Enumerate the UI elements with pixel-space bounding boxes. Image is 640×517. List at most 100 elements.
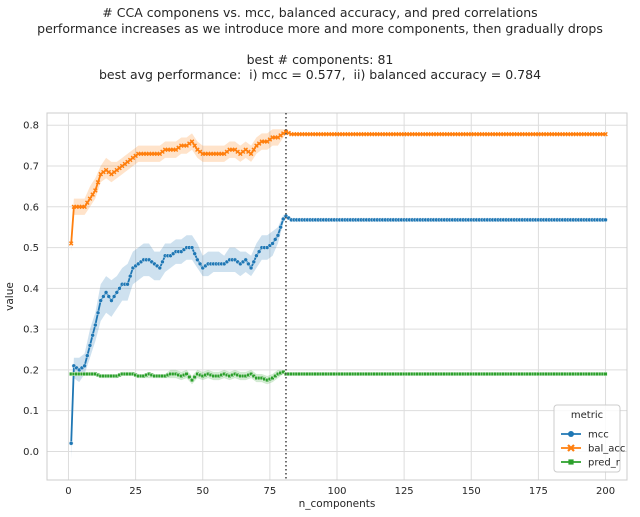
x-tick-label: 0 xyxy=(65,486,71,497)
pred_r-point xyxy=(249,371,254,376)
bal_acc-point xyxy=(93,188,98,193)
mcc-point xyxy=(114,290,120,295)
bal_acc-point xyxy=(87,196,93,201)
bal_acc-point xyxy=(82,204,87,210)
pred_r-point xyxy=(187,375,192,380)
mcc-point xyxy=(125,282,130,287)
mcc-point xyxy=(117,286,122,291)
title-line-2: performance increases as we introduce mo… xyxy=(37,20,603,36)
y-tick-label: 0.1 xyxy=(23,406,39,417)
pred_r-point xyxy=(270,376,275,381)
mcc-point xyxy=(111,294,117,299)
mcc-point xyxy=(603,217,608,223)
x-tick-label: 125 xyxy=(395,486,414,497)
chart-title: # CCA componens vs. mcc, balanced accura… xyxy=(0,5,640,83)
title-line-3: best # components: 81 xyxy=(246,51,394,67)
y-tick-label: 0.8 xyxy=(23,121,39,132)
mcc-point xyxy=(160,259,165,265)
y-tick-label: 0.4 xyxy=(23,284,39,295)
x-tick-label: 50 xyxy=(196,486,209,497)
pred_r-legend-label: pred_r xyxy=(588,458,621,469)
mcc-point xyxy=(106,294,111,299)
title-line-4: best avg performance: i) mcc = 0.577, ii… xyxy=(98,67,542,82)
mcc-point xyxy=(189,245,195,250)
bal_acc-legend-marker xyxy=(567,444,575,452)
mcc-point xyxy=(103,290,109,295)
series-markers xyxy=(68,129,608,446)
mcc-legend-label: mcc xyxy=(588,430,609,441)
pred_r-point xyxy=(281,369,286,374)
bal_acc-point xyxy=(68,241,74,246)
bal_acc-band xyxy=(71,129,606,252)
mcc-point xyxy=(192,251,197,256)
pred_r-point xyxy=(189,378,194,383)
bal_acc-point xyxy=(189,139,195,144)
mcc-point xyxy=(246,261,251,267)
y-tick-label: 0.3 xyxy=(23,325,39,336)
pred_r-point xyxy=(273,374,278,379)
mcc-point xyxy=(256,249,262,254)
pred_r-point xyxy=(251,374,256,379)
mcc-point xyxy=(270,241,275,246)
title-line-1: # CCA componens vs. mcc, balanced accura… xyxy=(102,5,538,20)
pred_r-point xyxy=(184,371,189,376)
y-axis-label: value xyxy=(4,282,16,311)
mcc-point xyxy=(275,233,281,238)
grid xyxy=(46,112,628,481)
mcc-point xyxy=(82,363,87,369)
mcc-point xyxy=(254,253,259,258)
mcc-point xyxy=(93,322,98,328)
bal_acc-point xyxy=(603,131,608,137)
mcc-point xyxy=(197,261,203,267)
legend-box xyxy=(553,404,621,473)
bal_acc-point xyxy=(281,131,286,136)
pred_r-point xyxy=(603,371,608,376)
bal_acc-point xyxy=(248,151,254,157)
y-tick-label: 0.5 xyxy=(23,243,39,254)
mcc-point xyxy=(251,259,256,265)
bal_acc-point xyxy=(192,143,197,148)
plot-frame xyxy=(46,112,628,481)
mcc-point xyxy=(98,298,103,303)
x-tick-label: 175 xyxy=(529,486,548,497)
y-tick-label: 0.0 xyxy=(23,447,39,458)
bal_acc-point xyxy=(251,147,257,152)
bal_acc-point xyxy=(286,130,291,136)
mcc-band xyxy=(71,214,606,460)
mcc-point xyxy=(273,237,278,242)
bal_acc-point xyxy=(90,192,95,197)
mcc-point xyxy=(281,216,286,222)
mcc-legend-marker xyxy=(568,431,574,437)
mcc-point xyxy=(109,298,114,303)
legend: metric mcc bal_acc pred_r xyxy=(553,404,625,473)
mcc-point xyxy=(85,353,90,358)
y-tick-label: 0.6 xyxy=(23,202,39,213)
mcc-point xyxy=(87,343,93,348)
mcc-point xyxy=(128,273,133,279)
mcc-point xyxy=(195,257,200,262)
bal_acc-legend-label: bal_acc xyxy=(588,444,625,455)
mcc-point xyxy=(90,333,95,338)
bal_acc-point xyxy=(95,180,101,185)
x-tick-label: 200 xyxy=(596,486,615,497)
x-axis-label: n_components xyxy=(299,498,376,510)
mcc-point xyxy=(278,224,283,230)
legend-title: metric xyxy=(571,410,603,421)
x-tick-label: 100 xyxy=(327,486,346,497)
pred_r-point xyxy=(192,375,197,380)
mcc-point xyxy=(157,265,162,271)
x-tick-label: 25 xyxy=(129,486,142,497)
pred_r-legend-marker xyxy=(568,459,574,465)
y-tick-label: 0.2 xyxy=(23,365,39,376)
x-tick-label: 75 xyxy=(264,486,277,497)
x-tick-label: 150 xyxy=(462,486,481,497)
mcc-point xyxy=(243,257,248,262)
mcc-point xyxy=(248,265,254,271)
bal_acc-point xyxy=(283,129,289,135)
tick-labels: 0 25 50 75 100 125 150 175 200 0.0 0.1 0.2 0.3 0.4 0.5… xyxy=(23,121,615,497)
mcc-point xyxy=(101,294,106,299)
y-tick-label: 0.7 xyxy=(23,162,39,173)
mcc-point xyxy=(68,441,74,446)
bal_acc-point xyxy=(84,200,90,206)
